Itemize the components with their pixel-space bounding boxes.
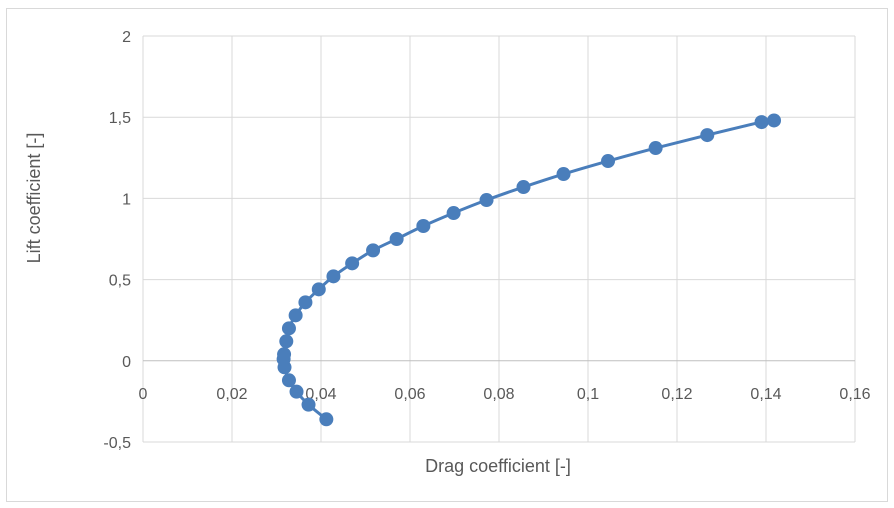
- x-tick-label: 0,14: [750, 386, 781, 403]
- data-point: [345, 256, 360, 271]
- x-tick-label: 0,02: [216, 386, 247, 403]
- data-point: [366, 243, 381, 258]
- y-tick-label: 0: [122, 354, 131, 371]
- data-points: [276, 113, 782, 427]
- data-point: [289, 384, 304, 399]
- x-tick-label: 0,04: [305, 386, 336, 403]
- data-point: [277, 347, 292, 362]
- data-point: [298, 295, 313, 310]
- data-point: [288, 308, 303, 323]
- data-point: [389, 232, 404, 246]
- data-point: [648, 141, 663, 156]
- data-point: [767, 113, 782, 128]
- tick-labels: 0 0,02 0,04 0,06 0,08 0,1 0,12 0,14 0,16 -0,5 0 0,5…: [103, 29, 870, 452]
- y-tick-label: 1,5: [109, 110, 131, 127]
- x-tick-label: 0,12: [661, 386, 692, 403]
- y-tick-label: 2: [122, 29, 131, 46]
- data-point: [311, 282, 326, 297]
- data-point: [754, 115, 769, 130]
- data-point: [301, 397, 316, 412]
- data-point: [601, 154, 616, 169]
- y-axis-label: Lift coefficient [-]: [24, 133, 44, 264]
- series-line: [282, 118, 775, 421]
- data-point: [279, 334, 294, 349]
- x-tick-label: 0,06: [394, 386, 425, 403]
- chart-area: [6, 8, 888, 502]
- data-point: [446, 206, 461, 221]
- x-tick-label: 0,16: [839, 386, 870, 403]
- gridlines: [142, 35, 856, 443]
- x-axis-label: Drag coefficient [-]: [425, 456, 571, 476]
- data-point: [416, 219, 431, 234]
- y-tick-label: 0,5: [109, 273, 131, 290]
- data-point: [479, 193, 494, 208]
- x-tick-label: 0: [139, 386, 148, 403]
- data-point: [281, 321, 296, 336]
- data-point: [516, 180, 531, 195]
- y-tick-label: -0,5: [103, 435, 131, 452]
- data-point: [326, 269, 341, 284]
- x-tick-label: 0,08: [483, 386, 514, 403]
- data-point: [281, 373, 296, 388]
- x-tick-label: 0,1: [577, 386, 599, 403]
- data-point: [319, 412, 334, 427]
- data-point: [556, 167, 571, 182]
- data-point: [700, 128, 715, 143]
- y-tick-label: 1: [122, 191, 131, 208]
